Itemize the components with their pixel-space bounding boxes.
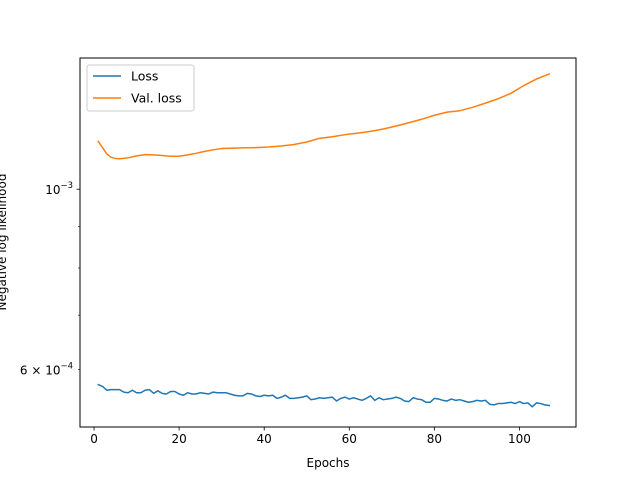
legend-label: Val. loss: [131, 91, 182, 106]
x-tick-label: 40: [257, 432, 272, 446]
y-axis-label: Negative log likelihood: [0, 174, 9, 311]
x-axis-label: Epochs: [307, 456, 350, 470]
x-tick-label: 0: [90, 432, 98, 446]
y-tick-label: 10−3: [45, 181, 73, 197]
x-axis-ticks: 0 20 40 60 80 100: [90, 427, 531, 446]
legend: Loss Val. loss: [86, 64, 195, 112]
x-tick-label: 100: [508, 432, 531, 446]
y-axis-ticks: 10−3 6 × 10−4: [20, 181, 80, 378]
x-tick-label: 80: [427, 432, 442, 446]
series-layer: [97, 72, 551, 408]
series-line-val-loss: [97, 72, 551, 160]
y-tick-label: 6 × 10−4: [20, 362, 73, 378]
x-tick-label: 60: [342, 432, 357, 446]
series-line-loss: [97, 383, 551, 408]
legend-label: Loss: [131, 69, 158, 84]
plot-frame: [79, 57, 577, 428]
x-tick-label: 20: [171, 432, 186, 446]
